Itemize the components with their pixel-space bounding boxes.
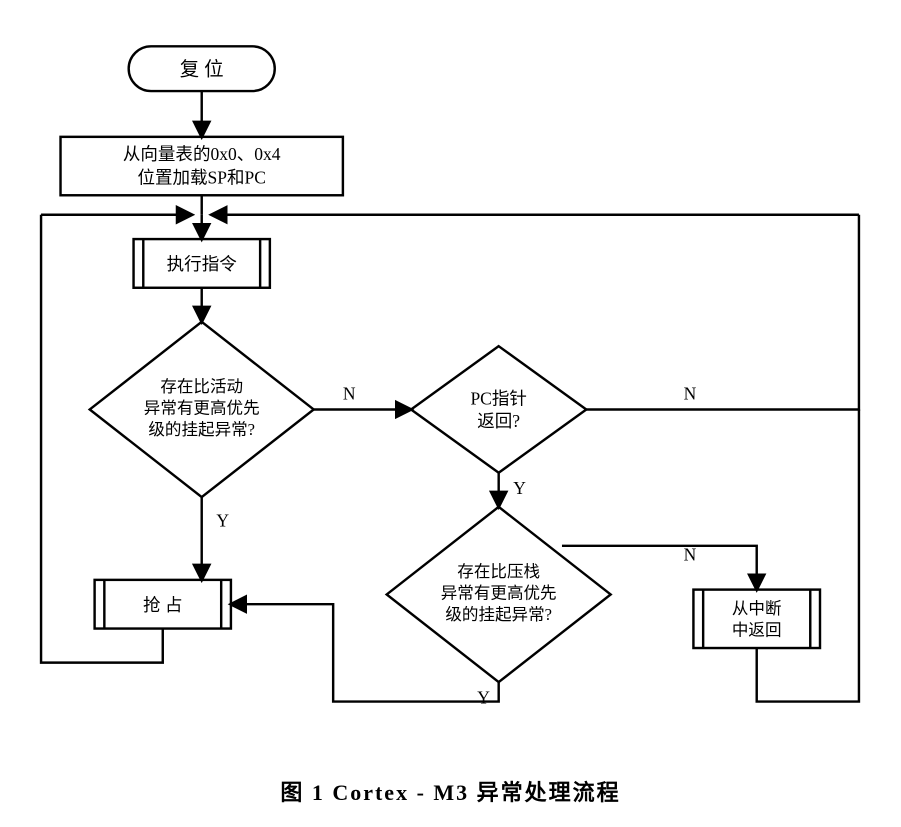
edge-dec2-loop (586, 215, 859, 410)
node-load-line2: 位置加载SP和PC (137, 168, 266, 188)
node-dec3-line2: 异常有更高优先 (441, 583, 557, 602)
node-dec3-line3: 级的挂起异常? (445, 605, 552, 624)
node-dec1: 存在比活动 异常有更高优先 级的挂起异常? (90, 322, 314, 497)
node-dec2: PC指针 返回? (411, 346, 586, 473)
node-dec2-line2: 返回? (477, 411, 520, 431)
node-reset-label: 复 位 (180, 59, 224, 81)
node-load: 从向量表的0x0、0x4 位置加载SP和PC (61, 137, 343, 195)
edge-dec3-preempt-label: Y (477, 688, 490, 708)
node-load-line1: 从向量表的0x0、0x4 (123, 144, 281, 164)
figure-caption: 图 1 Cortex - M3 异常处理流程 (20, 775, 881, 807)
edge-ret-loop (757, 409, 859, 701)
node-dec1-line2: 异常有更高优先 (144, 398, 260, 417)
node-ret: 从中断 中返回 (693, 590, 820, 648)
edge-dec2-loop-label: N (684, 384, 697, 404)
node-exec-label: 执行指令 (167, 254, 238, 274)
node-dec3-line1: 存在比压栈 (457, 562, 540, 581)
edge-dec2-dec3-label: Y (513, 478, 526, 498)
edge-dec3-ret-label: N (684, 544, 697, 564)
node-dec2-line1: PC指针 (470, 389, 526, 409)
edge-dec1-dec2-label: N (343, 384, 356, 404)
edge-dec1-preempt-label: Y (216, 510, 229, 530)
node-reset: 复 位 (129, 46, 275, 91)
node-exec: 执行指令 (134, 239, 270, 288)
node-ret-line2: 中返回 (732, 620, 782, 639)
node-preempt: 抢 占 (95, 580, 231, 629)
node-dec3: 存在比压栈 异常有更高优先 级的挂起异常? (387, 507, 611, 682)
node-dec1-line1: 存在比活动 (160, 377, 243, 396)
flowchart-svg: 复 位 从向量表的0x0、0x4 位置加载SP和PC 执行指令 存在比活动 异常… (20, 20, 880, 760)
node-ret-line1: 从中断 (732, 599, 782, 618)
node-dec1-line3: 级的挂起异常? (148, 420, 255, 439)
node-preempt-label: 抢 占 (143, 595, 182, 615)
